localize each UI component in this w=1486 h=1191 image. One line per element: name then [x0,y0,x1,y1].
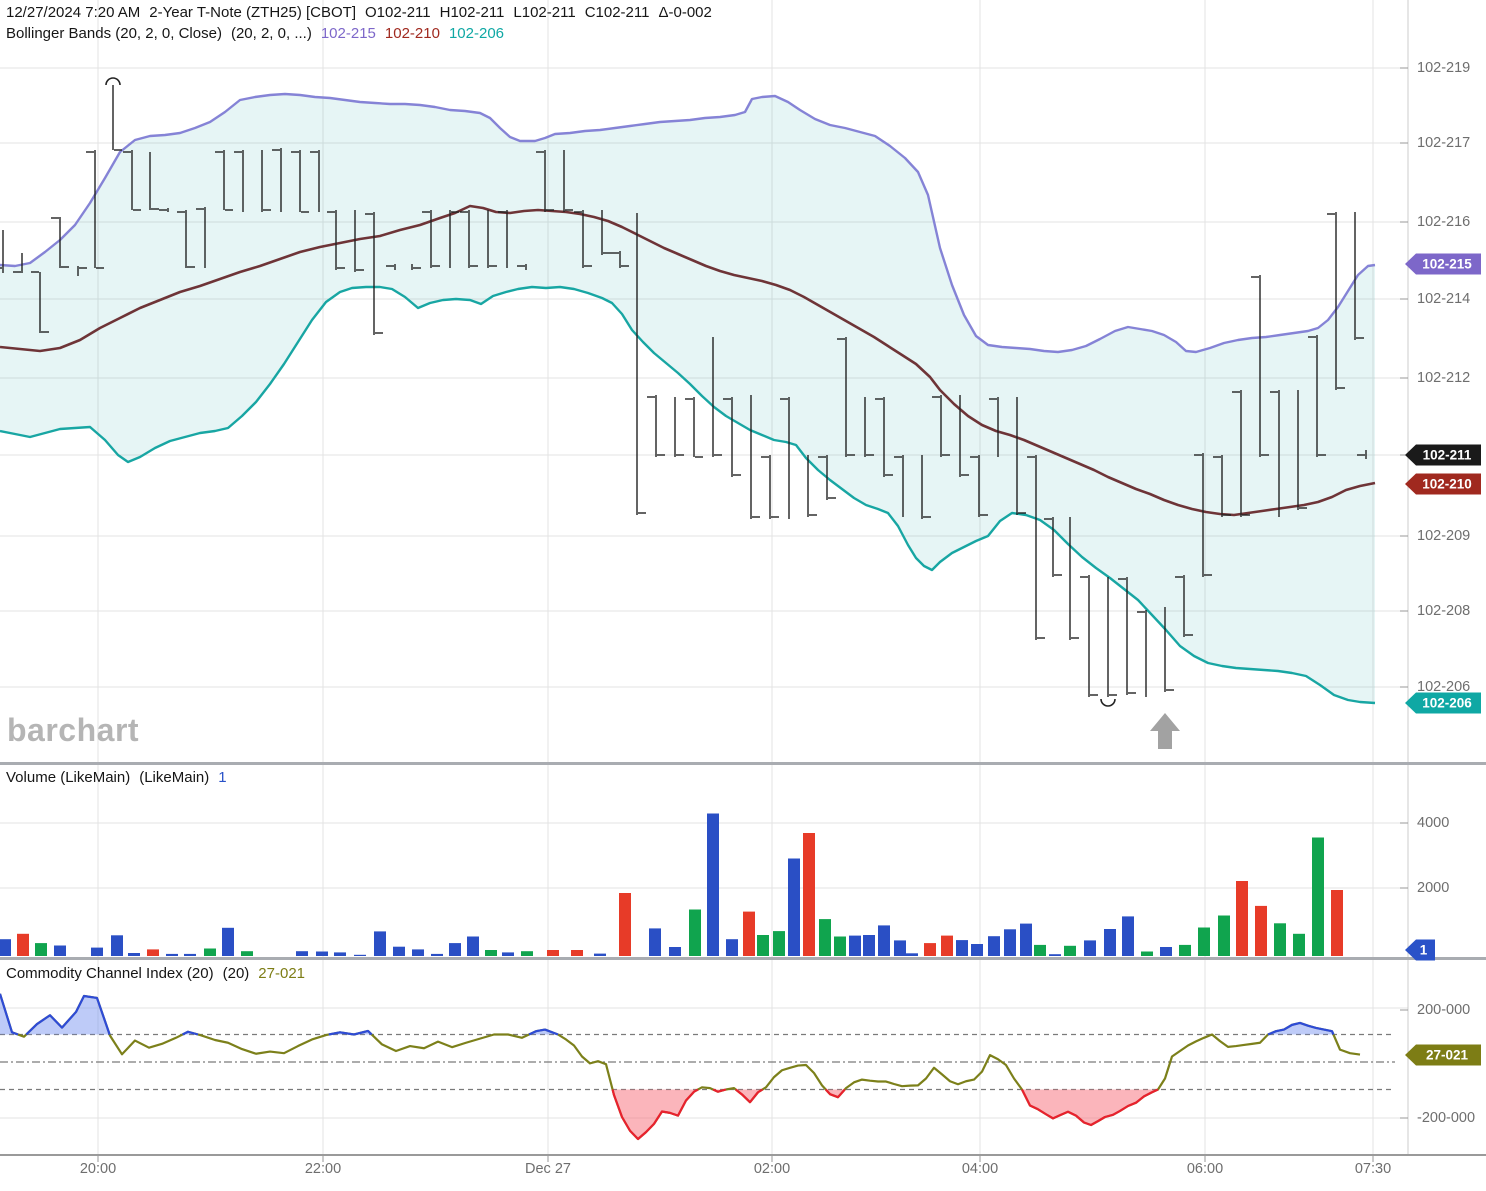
cci-badge: 27-021 [1405,1044,1481,1066]
bollinger-middle-value: 102-210 [384,25,440,42]
time-axis-label: 02:00 [753,1161,791,1177]
price-axis-label: 102-206 [1417,679,1471,695]
bollinger-lower-value: 102-206 [448,25,505,42]
price-badge: 102-211 [1405,444,1481,466]
quote-change: Δ-0-002 [658,4,712,21]
price-axis-label: 102-219 [1417,60,1471,76]
time-axis-label: 04:00 [961,1161,999,1177]
price-axis-label: 102-208 [1417,603,1471,619]
price-axis-label: 102-216 [1417,214,1471,230]
time-axis-label: 07:30 [1354,1161,1392,1177]
bollinger-header[interactable]: Bollinger Bands (20, 2, 0, Close) (20, 2,… [6,25,513,42]
price-axis-label: 102-209 [1417,528,1471,544]
time-axis-label: 06:00 [1186,1161,1224,1177]
price-badge: 102-206 [1405,692,1481,714]
quote-low: L102-211 [513,4,576,21]
volume-badge: 1 [1405,939,1435,961]
cci-params: (20) [222,965,250,982]
quote-high: H102-211 [439,4,505,21]
quote-header: 12/27/2024 7:20 AM 2-Year T-Note (ZTH25) … [6,4,721,21]
quote-datetime: 12/27/2024 7:20 AM [6,4,141,21]
price-badge: 102-215 [1405,253,1481,275]
barchart-watermark: barchart [7,712,140,748]
bollinger-params: (20, 2, 0, ...) [230,25,312,42]
bollinger-name[interactable]: Bollinger Bands (20, 2, 0, Close) [6,25,222,42]
time-axis-label: Dec 27 [525,1161,571,1177]
panel-separator[interactable] [0,762,1486,765]
volume-params: (LikeMain) [139,769,210,786]
time-axis-label: 22:00 [304,1161,342,1177]
cci-axis-label: 200-000 [1417,1002,1471,1018]
quote-symbol: 2-Year T-Note (ZTH25) [CBOT] [149,4,357,21]
time-axis-label: 20:00 [79,1161,117,1177]
cci-name[interactable]: Commodity Channel Index (20) [6,965,214,982]
quote-close: C102-211 [584,4,650,21]
cci-axis-label: -200-000 [1417,1110,1476,1126]
volume-header[interactable]: Volume (LikeMain) (LikeMain) 1 [6,769,236,786]
quote-open: O102-211 [365,4,431,21]
volume-value: 1 [218,769,227,786]
volume-axis-label: 2000 [1417,880,1450,896]
cci-header[interactable]: Commodity Channel Index (20) (20) 27-021 [6,965,314,982]
price-axis-label: 102-214 [1417,291,1471,307]
volume-axis-label: 4000 [1417,815,1450,831]
panel-separator[interactable] [0,957,1486,960]
price-axis-label: 102-212 [1417,370,1471,386]
volume-name[interactable]: Volume (LikeMain) [6,769,131,786]
bollinger-upper-value: 102-215 [320,25,376,42]
price-badge: 102-210 [1405,473,1481,495]
price-axis-label: 102-217 [1417,135,1471,151]
cci-value: 27-021 [258,965,306,982]
